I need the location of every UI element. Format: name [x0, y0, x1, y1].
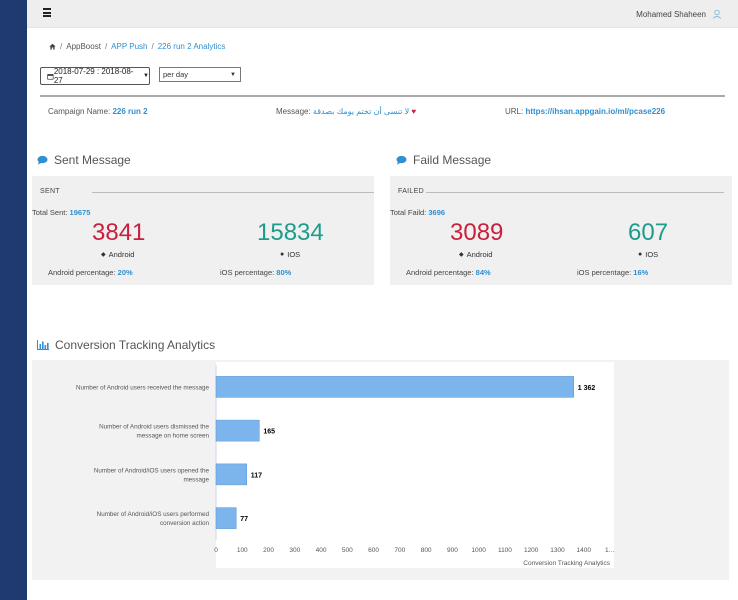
failed-android-percentage: Android percentage: 84% [406, 268, 491, 277]
failed-android-platform: ◆ Android [459, 250, 493, 259]
category-label: conversion action [160, 520, 210, 527]
campaign-name-value: 226 run 2 [112, 107, 148, 116]
x-tick-label: 300 [289, 547, 300, 554]
failed-ios-count: 607 [628, 219, 669, 246]
failed-ios-percentage: iOS percentage: 16% [577, 268, 649, 277]
category-label: message on home screen [137, 433, 210, 440]
date-range-button[interactable]: 2018-07-29 : 2018-08-27 ▼ [40, 67, 150, 85]
x-tick-label: 1100 [498, 547, 512, 554]
category-label: Number of Android users received the mes… [76, 384, 210, 391]
x-tick-label: 200 [263, 547, 274, 554]
sent-ios-count: 15834 [257, 219, 324, 246]
period-value: per day [163, 70, 189, 79]
x-tick-label: 900 [447, 547, 458, 554]
apple-icon: ● [280, 251, 285, 258]
bar [215, 463, 247, 486]
x-tick-label: 100 [237, 547, 248, 554]
bar-value-label: 165 [263, 429, 275, 436]
username[interactable]: Mohamed Shaheen [636, 10, 706, 19]
failed-panel: FAILED Total Faild: 3696 3089 607 ◆ Andr… [390, 176, 732, 285]
x-tick-label: 800 [421, 547, 432, 554]
url-value[interactable]: https://ihsan.appgain.io/ml/pcase226 [525, 107, 666, 116]
breadcrumb: / AppBoost / APP Push / 226 run 2 Analyt… [49, 42, 225, 51]
total-failed-value: 3696 [428, 208, 446, 217]
bar [215, 376, 575, 398]
calendar-icon [47, 73, 54, 80]
chevron-down-icon: ▼ [230, 71, 236, 78]
x-tick-label: 1000 [471, 547, 486, 554]
caret-down-icon: ▼ [143, 73, 149, 79]
total-sent: Total Sent: 19675 [32, 208, 91, 217]
sent-android-percentage: Android percentage: 20% [48, 268, 133, 277]
comment-icon [37, 155, 48, 165]
sent-panel: SENT Total Sent: 19675 3841 15834 ◆ Andr… [32, 176, 374, 285]
campaign-url: URL: https://ihsan.appgain.io/ml/pcase22… [505, 107, 666, 116]
user-icon[interactable] [712, 9, 722, 19]
category-label: Number of Android users dismissed the [99, 424, 209, 431]
breadcrumb-home[interactable]: AppBoost [66, 42, 101, 51]
apple-icon: ● [638, 251, 643, 258]
android-icon: ◆ [459, 252, 464, 258]
conversion-section-title: Conversion Tracking Analytics [37, 338, 215, 352]
x-tick-label: 400 [316, 547, 327, 554]
x-tick-label: 700 [394, 547, 405, 554]
x-tick-label: 1200 [524, 547, 539, 554]
heart-icon: ♥ [411, 107, 417, 116]
sent-ios-platform: ● IOS [280, 250, 301, 259]
bar [215, 419, 260, 442]
breadcrumb-current[interactable]: 226 run 2 Analytics [157, 42, 226, 51]
message-value: لا تنسى أن تختم يومك بصدقة [312, 107, 410, 116]
x-tick-label: 600 [368, 547, 379, 554]
x-tick-label: 1… [605, 547, 615, 554]
x-tick-label: 1400 [576, 547, 591, 554]
category-label: message [183, 476, 209, 483]
failed-ios-platform: ● IOS [638, 250, 659, 259]
sent-section-title: Sent Message [37, 153, 131, 167]
sent-android-platform: ◆ Android [101, 250, 135, 259]
bar-value-label: 1 362 [578, 385, 596, 392]
divider [40, 95, 725, 97]
total-sent-value: 19675 [69, 208, 91, 217]
android-icon: ◆ [101, 252, 106, 258]
x-tick-label: 500 [342, 547, 353, 554]
breadcrumb-app-push[interactable]: APP Push [111, 42, 148, 51]
sent-android-count: 3841 [92, 219, 146, 246]
failed-section-title: Faild Message [396, 153, 491, 167]
sent-legend: SENT [40, 188, 60, 195]
menu-icon[interactable] [43, 8, 52, 17]
home-icon[interactable] [49, 43, 56, 50]
bar-value-label: 117 [251, 472, 262, 479]
sent-ios-percentage: iOS percentage: 80% [220, 268, 292, 277]
period-select[interactable]: per day ▼ [159, 67, 241, 82]
category-label: Number of Android/iOS users performed [97, 511, 210, 518]
failed-legend: FAILED [398, 188, 424, 195]
category-label: Number of Android/iOS users opened the [94, 467, 210, 474]
x-tick-label: 1300 [550, 547, 565, 554]
bar-value-label: 77 [240, 516, 248, 523]
x-tick-label: 0 [214, 547, 218, 554]
campaign-message: Message: لا تنسى أن تختم يومك بصدقة ♥ [276, 107, 417, 116]
sidebar [0, 0, 27, 600]
total-failed: Total Faild: 3696 [390, 208, 446, 217]
campaign-name: Campaign Name: 226 run 2 [48, 107, 148, 116]
x-axis-title: Conversion Tracking Analytics [523, 560, 610, 567]
date-range-value: 2018-07-29 : 2018-08-27 [53, 67, 134, 85]
comment-icon [396, 155, 407, 165]
bar [215, 507, 237, 529]
topbar: Mohamed Shaheen [27, 0, 738, 28]
bar-chart-icon [37, 340, 49, 350]
failed-android-count: 3089 [450, 219, 504, 246]
